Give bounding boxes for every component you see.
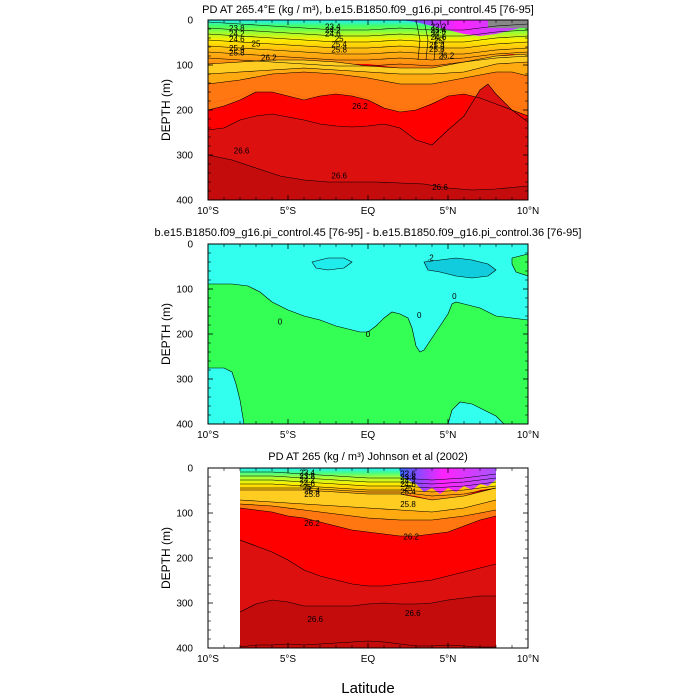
y-tick-label: 100 xyxy=(176,285,193,296)
x-tick-label: EQ xyxy=(361,206,376,217)
contour-label: 24.6 xyxy=(325,30,341,39)
y-tick-label: 400 xyxy=(176,644,193,655)
x-tick-label: 10°S xyxy=(197,206,219,217)
x-tick-label: 5°S xyxy=(280,430,297,441)
panel-3-fill xyxy=(240,468,496,648)
contour-label: 23.4 xyxy=(299,469,315,478)
contour-label: 25.8 xyxy=(229,48,245,57)
contour-label: 26.2 xyxy=(352,102,368,111)
y-tick-label: 400 xyxy=(176,196,193,207)
contour-label: 26.2 xyxy=(403,532,419,541)
contour-label: 25.8 xyxy=(331,45,347,54)
contour-label: 25.8 xyxy=(304,490,320,499)
panel-difference: b.e15.B1850.f09_g16.pi_control.45 [76-95… xyxy=(155,227,582,441)
panel-2-axes: 10°S 5°S EQ 5°N 10°N 0 100 200 300 400 DEPTH (m) xyxy=(159,240,539,442)
contour-label: 24.2 xyxy=(325,26,341,35)
y-tick-label: 400 xyxy=(176,420,193,431)
contour-label: 24.6 xyxy=(229,35,245,44)
panel-observed-density: PD AT 265 (kg / m³) Johnson et al (2002) xyxy=(159,451,539,665)
contour-label: 24.2 xyxy=(229,30,245,39)
contour-label: 0 xyxy=(417,311,422,320)
y-tick-label: 300 xyxy=(176,151,193,162)
x-tick-label: 5°S xyxy=(280,654,297,665)
panel-3-title: PD AT 265 (kg / m³) Johnson et al (2002) xyxy=(268,451,468,463)
x-tick-label: 5°N xyxy=(440,206,457,217)
x-tick-label: 5°N xyxy=(440,430,457,441)
y-tick-label: 200 xyxy=(176,330,193,341)
y-axis-title: DEPTH (m) xyxy=(159,527,173,589)
y-axis-title: DEPTH (m) xyxy=(159,79,173,141)
y-tick-label: 100 xyxy=(176,61,193,72)
x-tick-label: 10°N xyxy=(517,654,539,665)
contour-label: 0 xyxy=(278,317,283,326)
y-tick-label: 100 xyxy=(176,509,193,520)
panel-2-title: b.e15.B1850.f09_g16.pi_control.45 [76-95… xyxy=(155,227,582,239)
contour-label: 26.2 xyxy=(261,53,277,62)
y-tick-label: 200 xyxy=(176,106,193,117)
panel-1-axes: 10°S 5°S EQ 5°N 10°N 0 100 200 300 400 DEPTH (m) xyxy=(159,16,539,218)
panel-1-contour-labels: 23.824.224.6 2525.425.826.223.424.224.625… xyxy=(229,22,455,192)
x-tick-label: 5°S xyxy=(280,206,297,217)
contour-label: 22.2 xyxy=(431,22,447,31)
panel-1-title: PD AT 265.4°E (kg / m³), b.e15.B1850.f09… xyxy=(202,4,534,16)
y-tick-label: 300 xyxy=(176,375,193,386)
contour-label: 24.2 xyxy=(299,476,315,485)
x-tick-label: EQ xyxy=(361,654,376,665)
contour-label: 25.4 xyxy=(229,44,245,53)
panel-2-contour-labels: .2 0 0 0 0 xyxy=(278,254,457,340)
contour-label: 25.8 xyxy=(400,500,416,509)
contour-label: 23.8 xyxy=(400,473,416,482)
y-tick-label: 300 xyxy=(176,599,193,610)
x-tick-label: 5°N xyxy=(440,654,457,665)
contour-label: 26.6 xyxy=(234,147,250,156)
contour-label: 25.8 xyxy=(429,45,445,54)
x-axis-title: Latitude xyxy=(341,680,394,697)
x-tick-label: EQ xyxy=(361,430,376,441)
panel-3-contour-labels: 23.423.824.224.62525.425.826.222.623.824… xyxy=(299,469,421,624)
panel-3-axes: 10°S 5°S EQ 5°N 10°N 0 100 200 300 400 DEPTH (m) xyxy=(159,464,539,666)
contour-label: 23.8 xyxy=(299,472,315,481)
contour-label: 23.8 xyxy=(229,24,245,33)
contour-label: 25.4 xyxy=(331,40,347,49)
x-tick-label: 10°S xyxy=(197,430,219,441)
contour-label: 24.2 xyxy=(400,477,416,486)
contour-label: 0 xyxy=(452,292,457,301)
contour-label: 26.2 xyxy=(304,519,320,528)
contour-label: 24.2 xyxy=(431,30,447,39)
panel-2-fill xyxy=(208,244,528,424)
contour-label: 26.6 xyxy=(331,172,347,181)
contour-label: 24.6 xyxy=(400,480,416,489)
contour-label: 22.6 xyxy=(400,469,416,478)
y-tick-label: 0 xyxy=(187,464,193,475)
panel-1-fill xyxy=(208,20,528,200)
contour-label: 25 xyxy=(303,483,312,492)
x-tick-label: 10°S xyxy=(197,654,219,665)
contour-label: 24.6 xyxy=(431,33,447,42)
y-axis-title: DEPTH (m) xyxy=(159,303,173,365)
y-tick-label: 0 xyxy=(187,240,193,251)
panel-model-density: PD AT 265.4°E (kg / m³), b.e15.B1850.f09… xyxy=(159,4,539,217)
contour-label: 23.4 xyxy=(431,26,447,35)
contour-label: 25 xyxy=(252,39,261,48)
y-tick-label: 0 xyxy=(187,16,193,27)
y-tick-label: 200 xyxy=(176,554,193,565)
contour-label: 0 xyxy=(366,330,371,339)
contour-label: 25.4 xyxy=(304,487,320,496)
contour-label: 25 xyxy=(335,34,344,43)
contour-label: 26.2 xyxy=(439,52,455,61)
contour-label: 24.6 xyxy=(299,479,315,488)
contour-label: 26.6 xyxy=(405,609,421,618)
contour-label: 25 xyxy=(404,484,413,493)
x-tick-label: 10°N xyxy=(517,430,539,441)
contour-label: 26.6 xyxy=(307,615,323,624)
contour-label: 25.4 xyxy=(400,487,416,496)
contour-label: .2 xyxy=(427,254,434,263)
contour-label: 25.4 xyxy=(429,41,445,50)
contour-label: 23.4 xyxy=(325,22,341,31)
contour-label: 26.6 xyxy=(432,183,448,192)
x-tick-label: 10°N xyxy=(517,206,539,217)
contour-label: 25 xyxy=(434,37,443,46)
